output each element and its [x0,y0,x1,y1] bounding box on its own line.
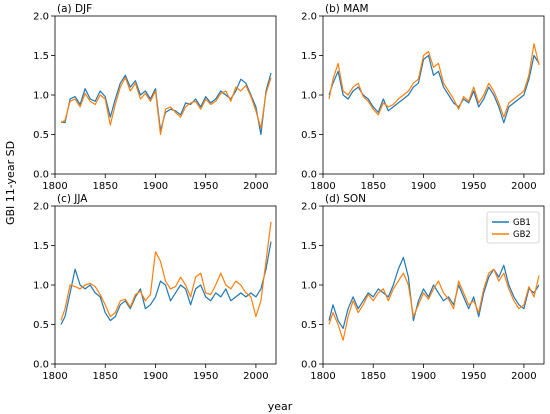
series-line-gb2 [328,43,540,118]
y-tick-label: 2.0 [301,12,317,23]
x-tick-label: 1800 [310,181,335,192]
x-tick-label: 1850 [93,371,118,382]
y-tick-label: 0.0 [33,360,49,371]
y-tick-label: 1.0 [301,281,317,292]
panel-2: 0.0 0.5 1.0 1.5 2.0 1800 1850 1900 1950 2000 (b) M… [301,3,545,192]
y-tick-label: 1.5 [301,241,317,252]
panel-title: (a) DJF [57,3,92,15]
panel-title: (c) JJA [57,193,88,205]
y-tick-label: 0.0 [33,170,49,181]
legend-label-gb1: GB1 [513,218,531,228]
series-line-gb1 [60,241,272,325]
x-tick-label: 1950 [461,181,486,192]
x-tick-label: 1850 [93,181,118,192]
x-tick-label: 1850 [361,371,386,382]
y-tick-label: 0.0 [301,360,317,371]
y-tick-label: 1.5 [33,51,49,62]
panel-1: 0.0 0.5 1.0 1.5 2.0 1800 1850 1900 1950 2000 (a) D… [33,3,277,192]
series-line-gb1 [328,256,540,329]
y-tick-label: 0.0 [301,170,317,181]
x-tick-label: 1800 [310,371,335,382]
y-tick-label: 1.5 [301,51,317,62]
series-line-gb2 [328,268,540,341]
y-tick-label: 1.0 [301,91,317,102]
y-axis-label: GBI 11-year SD [4,141,17,225]
series-line-gb2 [60,76,272,136]
y-tick-label: 0.5 [301,320,317,331]
y-tick-label: 1.0 [33,281,49,292]
x-tick-label: 2000 [511,371,536,382]
panel-title: (b) MAM [325,3,369,15]
x-tick-label: 1850 [361,181,386,192]
x-tick-label: 2000 [511,181,536,192]
panel-title: (d) SON [325,193,366,205]
series-line-gb1 [60,72,272,136]
y-tick-label: 2.0 [301,202,317,213]
y-tick-label: 2.0 [33,202,49,213]
x-tick-label: 2000 [243,181,268,192]
x-tick-label: 1900 [411,181,436,192]
x-tick-label: 1800 [42,371,67,382]
x-axis-label: year [268,400,293,413]
legend-box [486,211,540,244]
axes-frame [322,15,545,175]
x-tick-label: 1950 [461,371,486,382]
x-tick-label: 2000 [243,371,268,382]
y-tick-label: 1.0 [33,91,49,102]
y-tick-label: 0.5 [301,130,317,141]
legend-label-gb2: GB2 [513,230,531,240]
y-tick-label: 0.5 [33,320,49,331]
x-tick-label: 1800 [42,181,67,192]
panel-3: 0.0 0.5 1.0 1.5 2.0 1800 1850 1900 1950 2000 (c) J… [33,193,277,382]
y-tick-label: 0.5 [33,130,49,141]
x-tick-label: 1900 [411,371,436,382]
panel-4: 0.0 0.5 1.0 1.5 2.0 1800 1850 1900 1950 2000 (d) S… [301,193,545,382]
x-tick-label: 1900 [143,181,168,192]
y-tick-label: 2.0 [33,12,49,23]
y-tick-label: 1.5 [33,241,49,252]
x-tick-label: 1950 [193,181,218,192]
x-tick-label: 1900 [143,371,168,382]
series-line-gb2 [60,221,272,321]
x-tick-label: 1950 [193,371,218,382]
